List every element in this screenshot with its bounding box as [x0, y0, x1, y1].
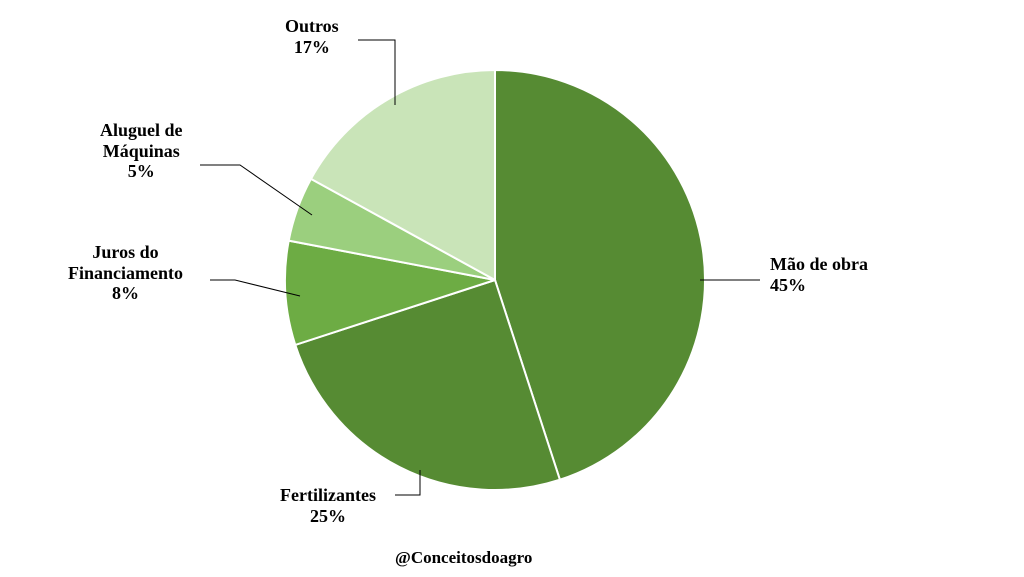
- slice-label-0: Mão de obra 45%: [770, 254, 868, 295]
- slice-label-4: Outros 17%: [285, 16, 339, 57]
- pie-chart-container: Mão de obra 45% Fertilizantes 25% Juros do…: [0, 0, 1024, 577]
- slice-label-1: Fertilizantes 25%: [280, 485, 376, 526]
- leader-line-4: [358, 40, 395, 105]
- slice-label-2: Juros do Financiamento 8%: [68, 242, 183, 304]
- chart-caption: @Conceitosdoagro: [395, 548, 532, 568]
- slice-label-3: Aluguel de Máquinas 5%: [100, 120, 183, 182]
- leader-line-3: [200, 165, 312, 215]
